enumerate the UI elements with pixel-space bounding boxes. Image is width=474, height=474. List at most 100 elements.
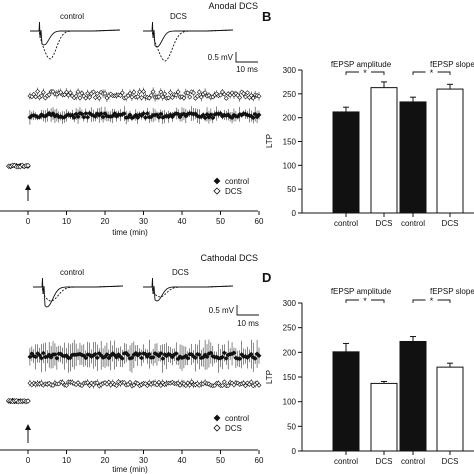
- data-point-control: [39, 355, 44, 361]
- data-point-dcs: [183, 383, 189, 389]
- data-point-control: [248, 351, 254, 357]
- x-tick-label: 30: [139, 217, 148, 226]
- scalebar-y-label: 0.5 mV: [208, 53, 234, 62]
- data-point-control: [135, 115, 141, 121]
- x-tick-label: 20: [101, 217, 110, 226]
- x-tick-label: 20: [101, 456, 110, 465]
- data-point-dcs: [85, 380, 91, 386]
- data-point-dcs: [179, 94, 185, 100]
- data-point-control: [143, 115, 148, 121]
- scalebar-x-label: 10 ms: [236, 65, 258, 74]
- bar-dcs: [370, 382, 398, 452]
- data-point-control: [223, 355, 229, 361]
- bar-plot: 0 50 100 150 200 250 300 control DCS * control DCS *: [283, 66, 474, 228]
- data-point-control: [162, 352, 168, 357]
- x-ticks: 0 10 20 30 40 50 60: [26, 211, 264, 226]
- inset-label-control: control: [60, 12, 84, 21]
- data-point-dcs: [181, 95, 187, 101]
- data-point-dcs: [194, 93, 200, 99]
- data-point-control: [256, 353, 262, 359]
- legend-label-control: control: [225, 177, 249, 186]
- data-point-control: [73, 111, 79, 117]
- data-point-control: [81, 114, 87, 120]
- data-point-dcs: [94, 380, 100, 386]
- x-tick-label: 30: [139, 456, 148, 465]
- data-point-dcs: [250, 95, 256, 101]
- inset-label-dcs: DCS: [172, 268, 189, 277]
- panel-b-barchart: B fEPSP amplitude fEPSP slope 0 50 100 150 2…: [262, 9, 474, 228]
- x-tick-label: 0: [26, 456, 31, 465]
- data-point-dcs: [127, 379, 133, 385]
- stimulus-arrow: [25, 184, 31, 201]
- x-tick-label: 10: [62, 456, 71, 465]
- data-point-dcs: [131, 89, 137, 95]
- data-point-dcs: [189, 379, 195, 385]
- y-tick-label: 0: [292, 209, 297, 218]
- data-point-dcs: [187, 382, 193, 388]
- data-point-dcs: [83, 95, 89, 101]
- x-tick-label: control: [401, 219, 425, 228]
- x-tick-label: DCS: [442, 457, 459, 466]
- data-point-dcs: [248, 93, 254, 98]
- data-point-control: [37, 352, 42, 358]
- data-point-dcs: [162, 91, 168, 97]
- data-point-control: [112, 111, 118, 116]
- data-point-dcs: [77, 95, 83, 101]
- data-point-dcs: [75, 89, 81, 95]
- data-point-control: [237, 356, 243, 362]
- x-tick-label: DCS: [442, 219, 459, 228]
- bar-dcs: [370, 87, 398, 214]
- x-tick-label: 10: [62, 217, 71, 226]
- data-point-dcs: [102, 90, 108, 96]
- data-point-dcs: [60, 380, 66, 385]
- data-point-dcs: [39, 93, 44, 99]
- bar-dcs: [436, 366, 464, 452]
- y-tick-label: 100: [283, 398, 297, 407]
- data-point-control: [252, 111, 258, 117]
- data-point-dcs: [202, 380, 208, 385]
- data-point-control: [177, 114, 183, 120]
- group-label-amplitude: fEPSP amplitude: [331, 287, 392, 296]
- data-point-control: [104, 352, 110, 357]
- data-point-dcs: [40, 89, 46, 95]
- data-point-dcs: [245, 90, 250, 96]
- data-point-dcs: [119, 90, 125, 96]
- data-point-control: [208, 350, 214, 356]
- scalebar: [236, 305, 259, 316]
- data-point-control: [83, 355, 89, 361]
- data-point-control: [175, 111, 181, 117]
- data-point-control: [92, 351, 98, 357]
- scalebar: [235, 52, 258, 63]
- data-point-dcs: [64, 382, 69, 388]
- data-point-control: [52, 352, 58, 357]
- data-point-control: [100, 114, 106, 120]
- data-point-control: [160, 356, 166, 362]
- legend-marker-control: [213, 414, 221, 422]
- data-point-control: [139, 355, 144, 361]
- data-point-dcs: [73, 93, 79, 99]
- data-point-dcs: [25, 162, 31, 169]
- data-point-dcs: [127, 90, 133, 96]
- legend-label-dcs: DCS: [225, 424, 242, 433]
- legend-marker-dcs: [213, 424, 221, 432]
- data-point-dcs: [237, 95, 243, 100]
- data-point-dcs: [96, 95, 102, 101]
- x-axis-label: time (min): [112, 228, 148, 237]
- data-point-control: [85, 114, 91, 120]
- data-point-control: [144, 111, 150, 116]
- data-point-dcs: [33, 94, 39, 100]
- group-label-amplitude: fEPSP amplitude: [331, 60, 392, 69]
- data-point-control: [144, 354, 150, 360]
- data-point-dcs: [150, 89, 156, 95]
- bar-control: [332, 111, 360, 214]
- data-point-dcs: [129, 94, 135, 100]
- data-point-dcs: [25, 398, 31, 404]
- data-point-control: [204, 354, 210, 360]
- y-tick-label: 150: [283, 373, 297, 382]
- data-point-control: [210, 115, 216, 121]
- data-point-dcs: [156, 94, 162, 100]
- data-point-dcs: [256, 93, 262, 99]
- data-point-dcs: [218, 92, 223, 98]
- panel-letter: D: [262, 270, 271, 285]
- data-point-control: [206, 114, 212, 120]
